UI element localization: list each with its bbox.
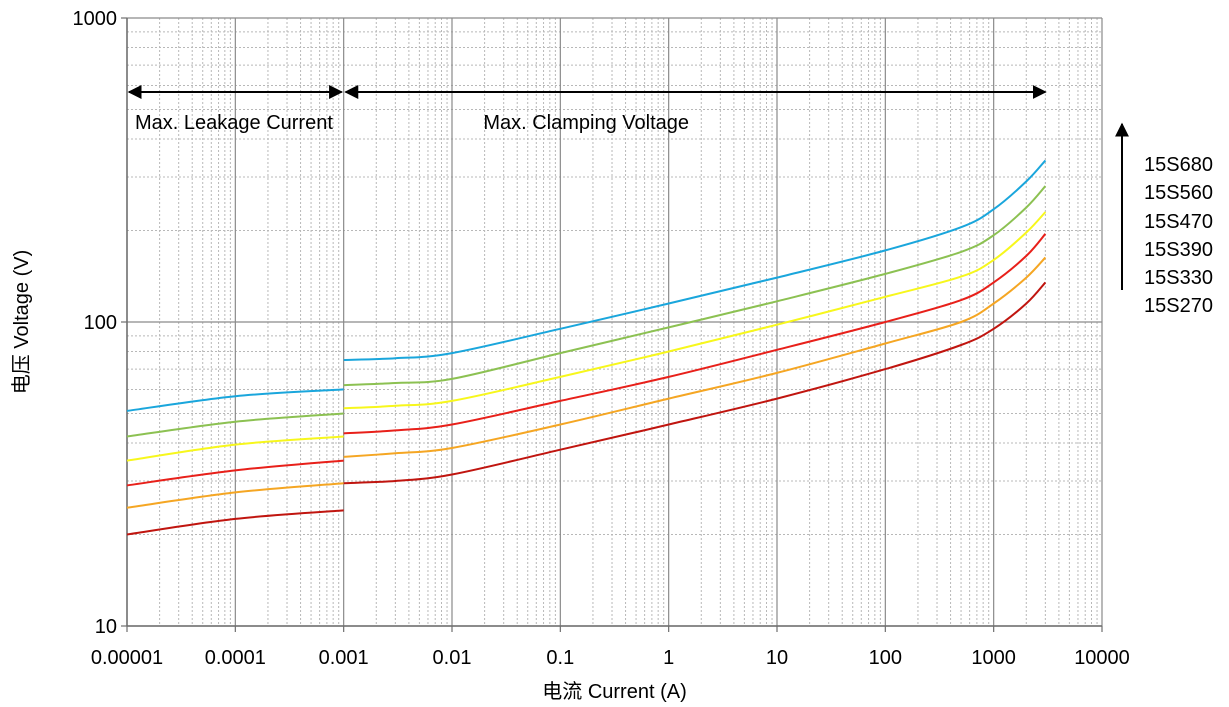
x-tick-label: 0.1 — [546, 647, 574, 669]
y-tick-label: 10 — [95, 616, 117, 638]
legend-label-15s270: 15S270 — [1144, 295, 1213, 317]
leakage-annotation: Max. Leakage Current — [135, 112, 333, 134]
series-line-15s470-clamping — [343, 211, 1047, 410]
x-tick-label: 1000 — [971, 647, 1016, 669]
legend: 15S680 15S560 15S470 15S390 15S330 15S270 — [1115, 122, 1213, 317]
series-line-15s270-leakage — [126, 509, 344, 536]
clamping-annotation: Max. Clamping Voltage — [483, 112, 689, 134]
axes: 0.00001 0.0001 0.001 0.01 0.1 1 10 100 1000 10000… — [73, 8, 1130, 669]
x-axis-title: 电流 Current (A) — [542, 680, 686, 703]
legend-label-15s470: 15S470 — [1144, 211, 1213, 233]
y-tick-label: 100 — [84, 312, 117, 334]
x-tick-label: 0.01 — [433, 647, 472, 669]
series-line-15s680-clamping — [343, 159, 1047, 361]
series-line-15s270-clamping — [343, 281, 1047, 485]
x-tick-label: 0.001 — [319, 647, 369, 669]
legend-label-15s680: 15S680 — [1144, 154, 1213, 176]
y-tick-label: 1000 — [73, 8, 118, 30]
legend-label-15s560: 15S560 — [1144, 182, 1213, 204]
series-line-15s390-leakage — [126, 459, 344, 487]
series-line-15s330-leakage — [126, 482, 344, 509]
series-line-15s470-leakage — [126, 435, 344, 462]
legend-label-15s330: 15S330 — [1144, 267, 1213, 289]
x-tick-label: 10000 — [1074, 647, 1130, 669]
legend-label-15s390: 15S390 — [1144, 239, 1213, 261]
y-axis-title: 电压 Voltage (V) — [10, 250, 33, 395]
x-tick-label: 100 — [869, 647, 902, 669]
series-line-15s390-clamping — [343, 233, 1047, 435]
series-line-15s330-clamping — [343, 256, 1047, 458]
annotations: Max. Leakage Current Max. Clamping Volta… — [127, 85, 1047, 134]
series-line-15s560-clamping — [343, 185, 1047, 387]
x-tick-label: 0.0001 — [205, 647, 266, 669]
x-tick-label: 0.00001 — [91, 647, 163, 669]
series-line-15s560-leakage — [126, 412, 344, 438]
series-line-15s680-leakage — [126, 388, 344, 412]
grid — [126, 17, 1103, 627]
x-tick-label: 10 — [766, 647, 788, 669]
x-tick-label: 1 — [663, 647, 674, 669]
series-lines — [126, 159, 1047, 536]
